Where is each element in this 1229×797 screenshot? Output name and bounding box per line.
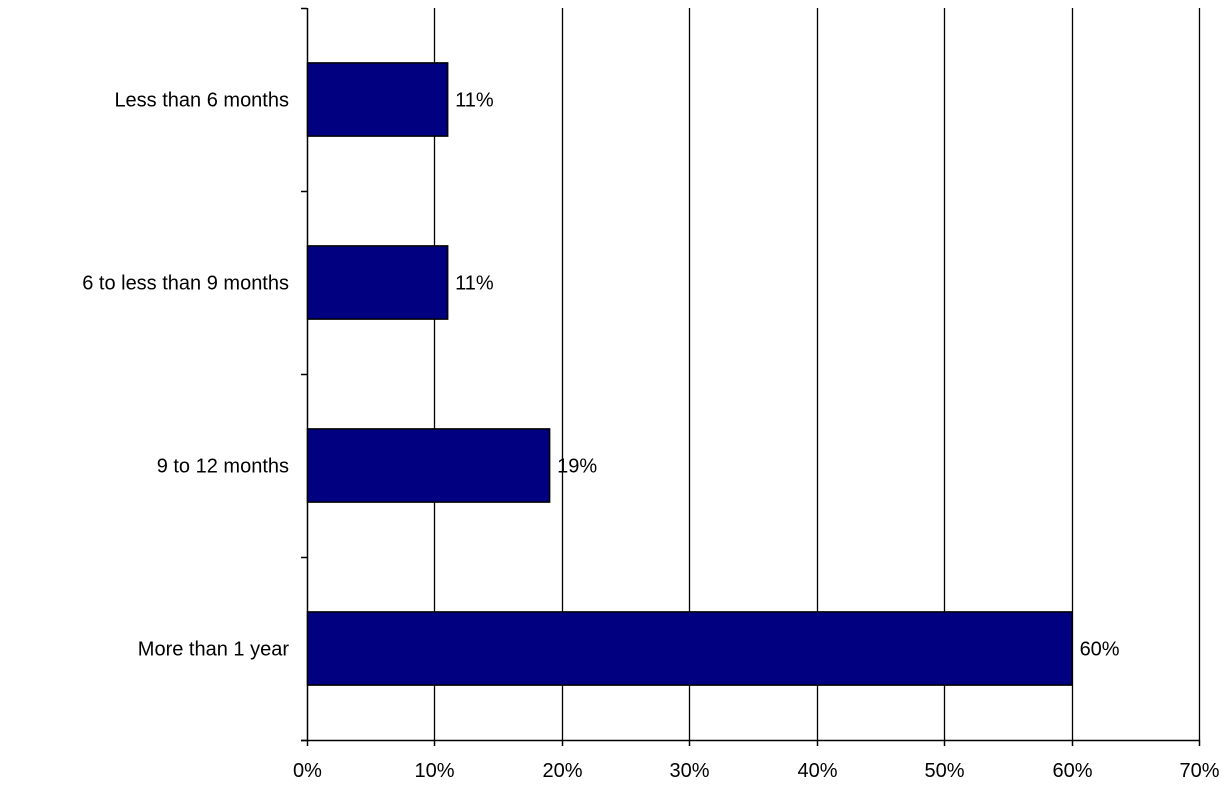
x-tick-label: 60% [1052,760,1092,782]
bar [306,245,449,320]
bar [306,62,449,137]
bar [306,611,1073,686]
category-label: Less than 6 months [114,90,289,112]
x-tick-label: 20% [542,760,582,782]
bar [306,428,551,503]
category-label: 6 to less than 9 months [82,273,289,295]
x-tick-label: 10% [414,760,454,782]
data-label: 60% [1080,639,1120,661]
x-tick-label: 50% [924,760,964,782]
x-tick-label: 30% [669,760,709,782]
data-label: 19% [557,456,597,478]
category-label: More than 1 year [138,639,290,661]
category-label: 9 to 12 months [157,456,289,478]
x-tick-label: 0% [293,760,322,782]
data-label: 11% [455,90,494,112]
x-tick-label: 40% [797,760,837,782]
data-label: 11% [455,273,494,295]
x-tick-label: 70% [1179,760,1219,782]
